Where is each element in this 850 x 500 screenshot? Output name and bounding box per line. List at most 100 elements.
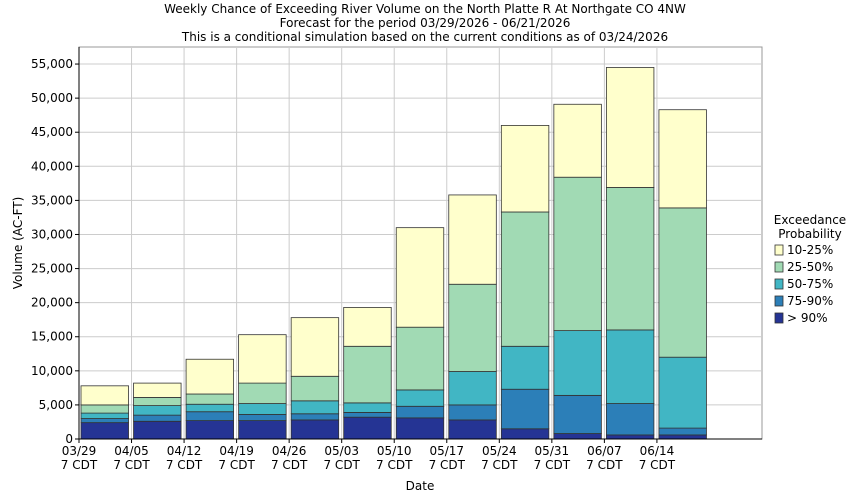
x-tick-sublabel: 7 CDT bbox=[271, 458, 308, 472]
bar-segment bbox=[238, 420, 287, 440]
bar-segment bbox=[395, 326, 445, 391]
bar-segment bbox=[133, 397, 182, 406]
legend-swatch bbox=[774, 312, 784, 324]
x-tick-label: 05/24 bbox=[482, 444, 517, 458]
x-tick-label: 04/05 bbox=[114, 444, 149, 458]
bar-segment bbox=[343, 345, 392, 404]
bar-segment bbox=[185, 393, 235, 405]
legend-label: > 90% bbox=[787, 311, 828, 325]
bar-segment bbox=[605, 187, 655, 331]
bar-segment bbox=[80, 404, 129, 414]
legend-label: 50-75% bbox=[787, 277, 833, 291]
legend-swatch bbox=[774, 278, 784, 290]
y-tick-label: 0 bbox=[65, 432, 73, 446]
bar-segment bbox=[290, 375, 340, 402]
bar-segment bbox=[238, 414, 287, 421]
y-tick-label: 30,000 bbox=[31, 227, 73, 241]
x-tick-sublabel: 7 CDT bbox=[639, 458, 676, 472]
x-tick-label: 06/14 bbox=[640, 444, 675, 458]
x-tick-label: 04/26 bbox=[272, 444, 307, 458]
x-tick-sublabel: 7 CDT bbox=[113, 458, 150, 472]
x-tick-label: 03/29 bbox=[62, 444, 97, 458]
x-tick-label: 05/03 bbox=[324, 444, 359, 458]
bar-segment bbox=[80, 412, 129, 419]
x-tick-label: 04/12 bbox=[167, 444, 202, 458]
x-tick-sublabel: 7 CDT bbox=[586, 458, 623, 472]
legend-title: Exceedance bbox=[774, 213, 846, 227]
bar-segment bbox=[448, 404, 497, 421]
y-tick-label: 35,000 bbox=[31, 193, 73, 207]
bar-segment bbox=[133, 414, 182, 422]
bar-segment bbox=[395, 405, 445, 419]
legend-swatch bbox=[774, 261, 784, 273]
bar-segment bbox=[500, 125, 550, 213]
x-tick-label: 05/17 bbox=[429, 444, 464, 458]
bar-segment bbox=[185, 420, 235, 440]
y-tick-label: 5,000 bbox=[39, 398, 73, 412]
bar-segment bbox=[290, 413, 340, 421]
bar-segment bbox=[290, 400, 340, 415]
x-tick-label: 05/31 bbox=[535, 444, 570, 458]
x-tick-sublabel: 7 CDT bbox=[481, 458, 518, 472]
x-tick-label: 04/19 bbox=[219, 444, 254, 458]
x-tick-sublabel: 7 CDT bbox=[323, 458, 360, 472]
legend-swatch bbox=[774, 295, 784, 307]
bar-segment bbox=[448, 419, 497, 440]
x-tick-sublabel: 7 CDT bbox=[376, 458, 413, 472]
bar-segment bbox=[133, 420, 182, 440]
bar-segment bbox=[80, 422, 129, 440]
bar-segment bbox=[133, 382, 182, 398]
bar-segment bbox=[395, 389, 445, 407]
chart-subtitle: Forecast for the period 03/29/2026 - 06/… bbox=[280, 16, 571, 30]
legend-title: Probability bbox=[778, 227, 841, 241]
bar-segment bbox=[605, 434, 655, 440]
bar-segment bbox=[80, 418, 129, 424]
bar-segment bbox=[395, 417, 445, 440]
bar-segment bbox=[133, 405, 182, 416]
x-tick-label: 06/07 bbox=[587, 444, 622, 458]
legend-label: 75-90% bbox=[787, 294, 833, 308]
bar-segment bbox=[553, 330, 602, 396]
bar-segment bbox=[605, 403, 655, 436]
bar-segment bbox=[500, 428, 550, 440]
bar-segment bbox=[553, 433, 602, 440]
y-tick-label: 50,000 bbox=[31, 91, 73, 105]
bar-segment bbox=[343, 412, 392, 418]
y-axis-label: Volume (AC-FT) bbox=[11, 197, 25, 290]
bar-segment bbox=[500, 345, 550, 390]
bar-segment bbox=[343, 307, 392, 347]
chart-note: This is a conditional simulation based o… bbox=[181, 30, 668, 44]
bar-segment bbox=[658, 207, 707, 358]
bar-segment bbox=[185, 403, 235, 413]
bar-segment bbox=[290, 317, 340, 377]
bar-segment bbox=[500, 211, 550, 347]
y-tick-label: 25,000 bbox=[31, 262, 73, 276]
legend-label: 10-25% bbox=[787, 243, 833, 257]
y-tick-label: 15,000 bbox=[31, 330, 73, 344]
y-tick-label: 55,000 bbox=[31, 57, 73, 71]
bar-segment bbox=[343, 416, 392, 440]
x-tick-sublabel: 7 CDT bbox=[61, 458, 98, 472]
bar-segment bbox=[605, 329, 655, 404]
bar-segment bbox=[238, 334, 287, 384]
bar-segment bbox=[448, 283, 497, 372]
x-tick-sublabel: 7 CDT bbox=[166, 458, 203, 472]
bar-segment bbox=[448, 194, 497, 285]
bar-segment bbox=[448, 371, 497, 406]
bar-segment bbox=[185, 358, 235, 395]
x-tick-sublabel: 7 CDT bbox=[429, 458, 466, 472]
bar-segment bbox=[553, 394, 602, 434]
bar-segment bbox=[80, 385, 129, 406]
bar-segment bbox=[658, 109, 707, 209]
bar-segment bbox=[343, 402, 392, 413]
bar-segment bbox=[500, 388, 550, 430]
legend-swatch bbox=[774, 244, 784, 256]
y-tick-label: 40,000 bbox=[31, 159, 73, 173]
bar-segment bbox=[553, 176, 602, 332]
y-tick-label: 45,000 bbox=[31, 125, 73, 139]
y-tick-label: 20,000 bbox=[31, 296, 73, 310]
chart-title: Weekly Chance of Exceeding River Volume … bbox=[164, 2, 686, 16]
bar-segment bbox=[395, 227, 445, 328]
bar-segment bbox=[185, 411, 235, 421]
